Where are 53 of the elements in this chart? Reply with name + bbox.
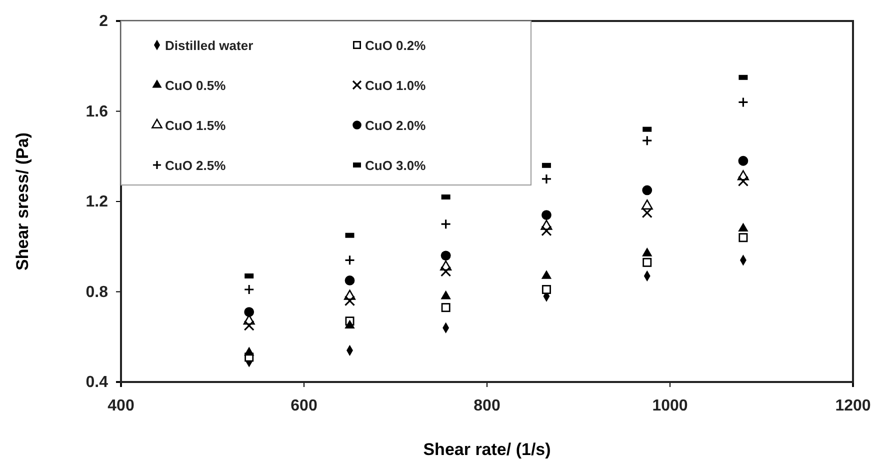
legend-label: CuO 0.2% <box>365 38 426 53</box>
point <box>642 258 652 267</box>
x-axis-title: Shear rate/ (1/s) <box>423 440 551 459</box>
point <box>541 270 552 279</box>
legend-label: CuO 1.0% <box>365 78 426 93</box>
y-tick-label: 1.2 <box>86 194 108 211</box>
legend-label: CuO 1.5% <box>165 118 226 133</box>
point <box>244 346 254 356</box>
point <box>344 290 356 300</box>
point <box>440 266 452 277</box>
point <box>440 250 451 261</box>
point <box>542 284 551 294</box>
point <box>738 176 748 186</box>
x-tick-label: 800 <box>474 397 500 414</box>
point <box>541 226 552 236</box>
legend-label: CuO 2.0% <box>365 118 426 133</box>
x-tick-label: 600 <box>290 397 318 414</box>
y-axis-title: Shear sress/ (Pa) <box>13 132 32 270</box>
legend-label: CuO 0.5% <box>165 78 226 93</box>
point <box>641 199 653 210</box>
point <box>440 218 452 230</box>
point <box>542 210 552 220</box>
legend-label: CuO 2.5% <box>165 158 226 173</box>
legend-label: Distilled water <box>165 38 254 53</box>
point <box>244 307 254 318</box>
point <box>642 248 652 256</box>
x-tick-label: 400 <box>108 397 134 414</box>
point <box>541 174 552 184</box>
point <box>737 170 749 180</box>
point <box>344 276 355 286</box>
y-tick-label: 1.6 <box>86 103 108 120</box>
point <box>440 290 451 300</box>
point <box>738 156 748 166</box>
point <box>738 222 748 232</box>
point <box>642 135 652 146</box>
x-tick-label: 1200 <box>835 397 871 414</box>
y-tick-label: 0.4 <box>86 374 108 392</box>
point <box>344 320 355 329</box>
point <box>244 284 254 295</box>
point <box>441 303 450 312</box>
point <box>540 220 552 230</box>
point <box>642 185 652 196</box>
y-tick-label: 0.8 <box>86 284 108 301</box>
point <box>244 320 254 331</box>
point <box>344 254 356 266</box>
point <box>738 96 748 108</box>
legend-label: CuO 3.0% <box>365 158 426 173</box>
x-tick-label: 1000 <box>652 397 688 414</box>
point <box>738 233 748 242</box>
y-tick-label: 2 <box>99 13 108 30</box>
point <box>440 260 452 271</box>
point <box>344 295 356 306</box>
point <box>642 207 652 218</box>
